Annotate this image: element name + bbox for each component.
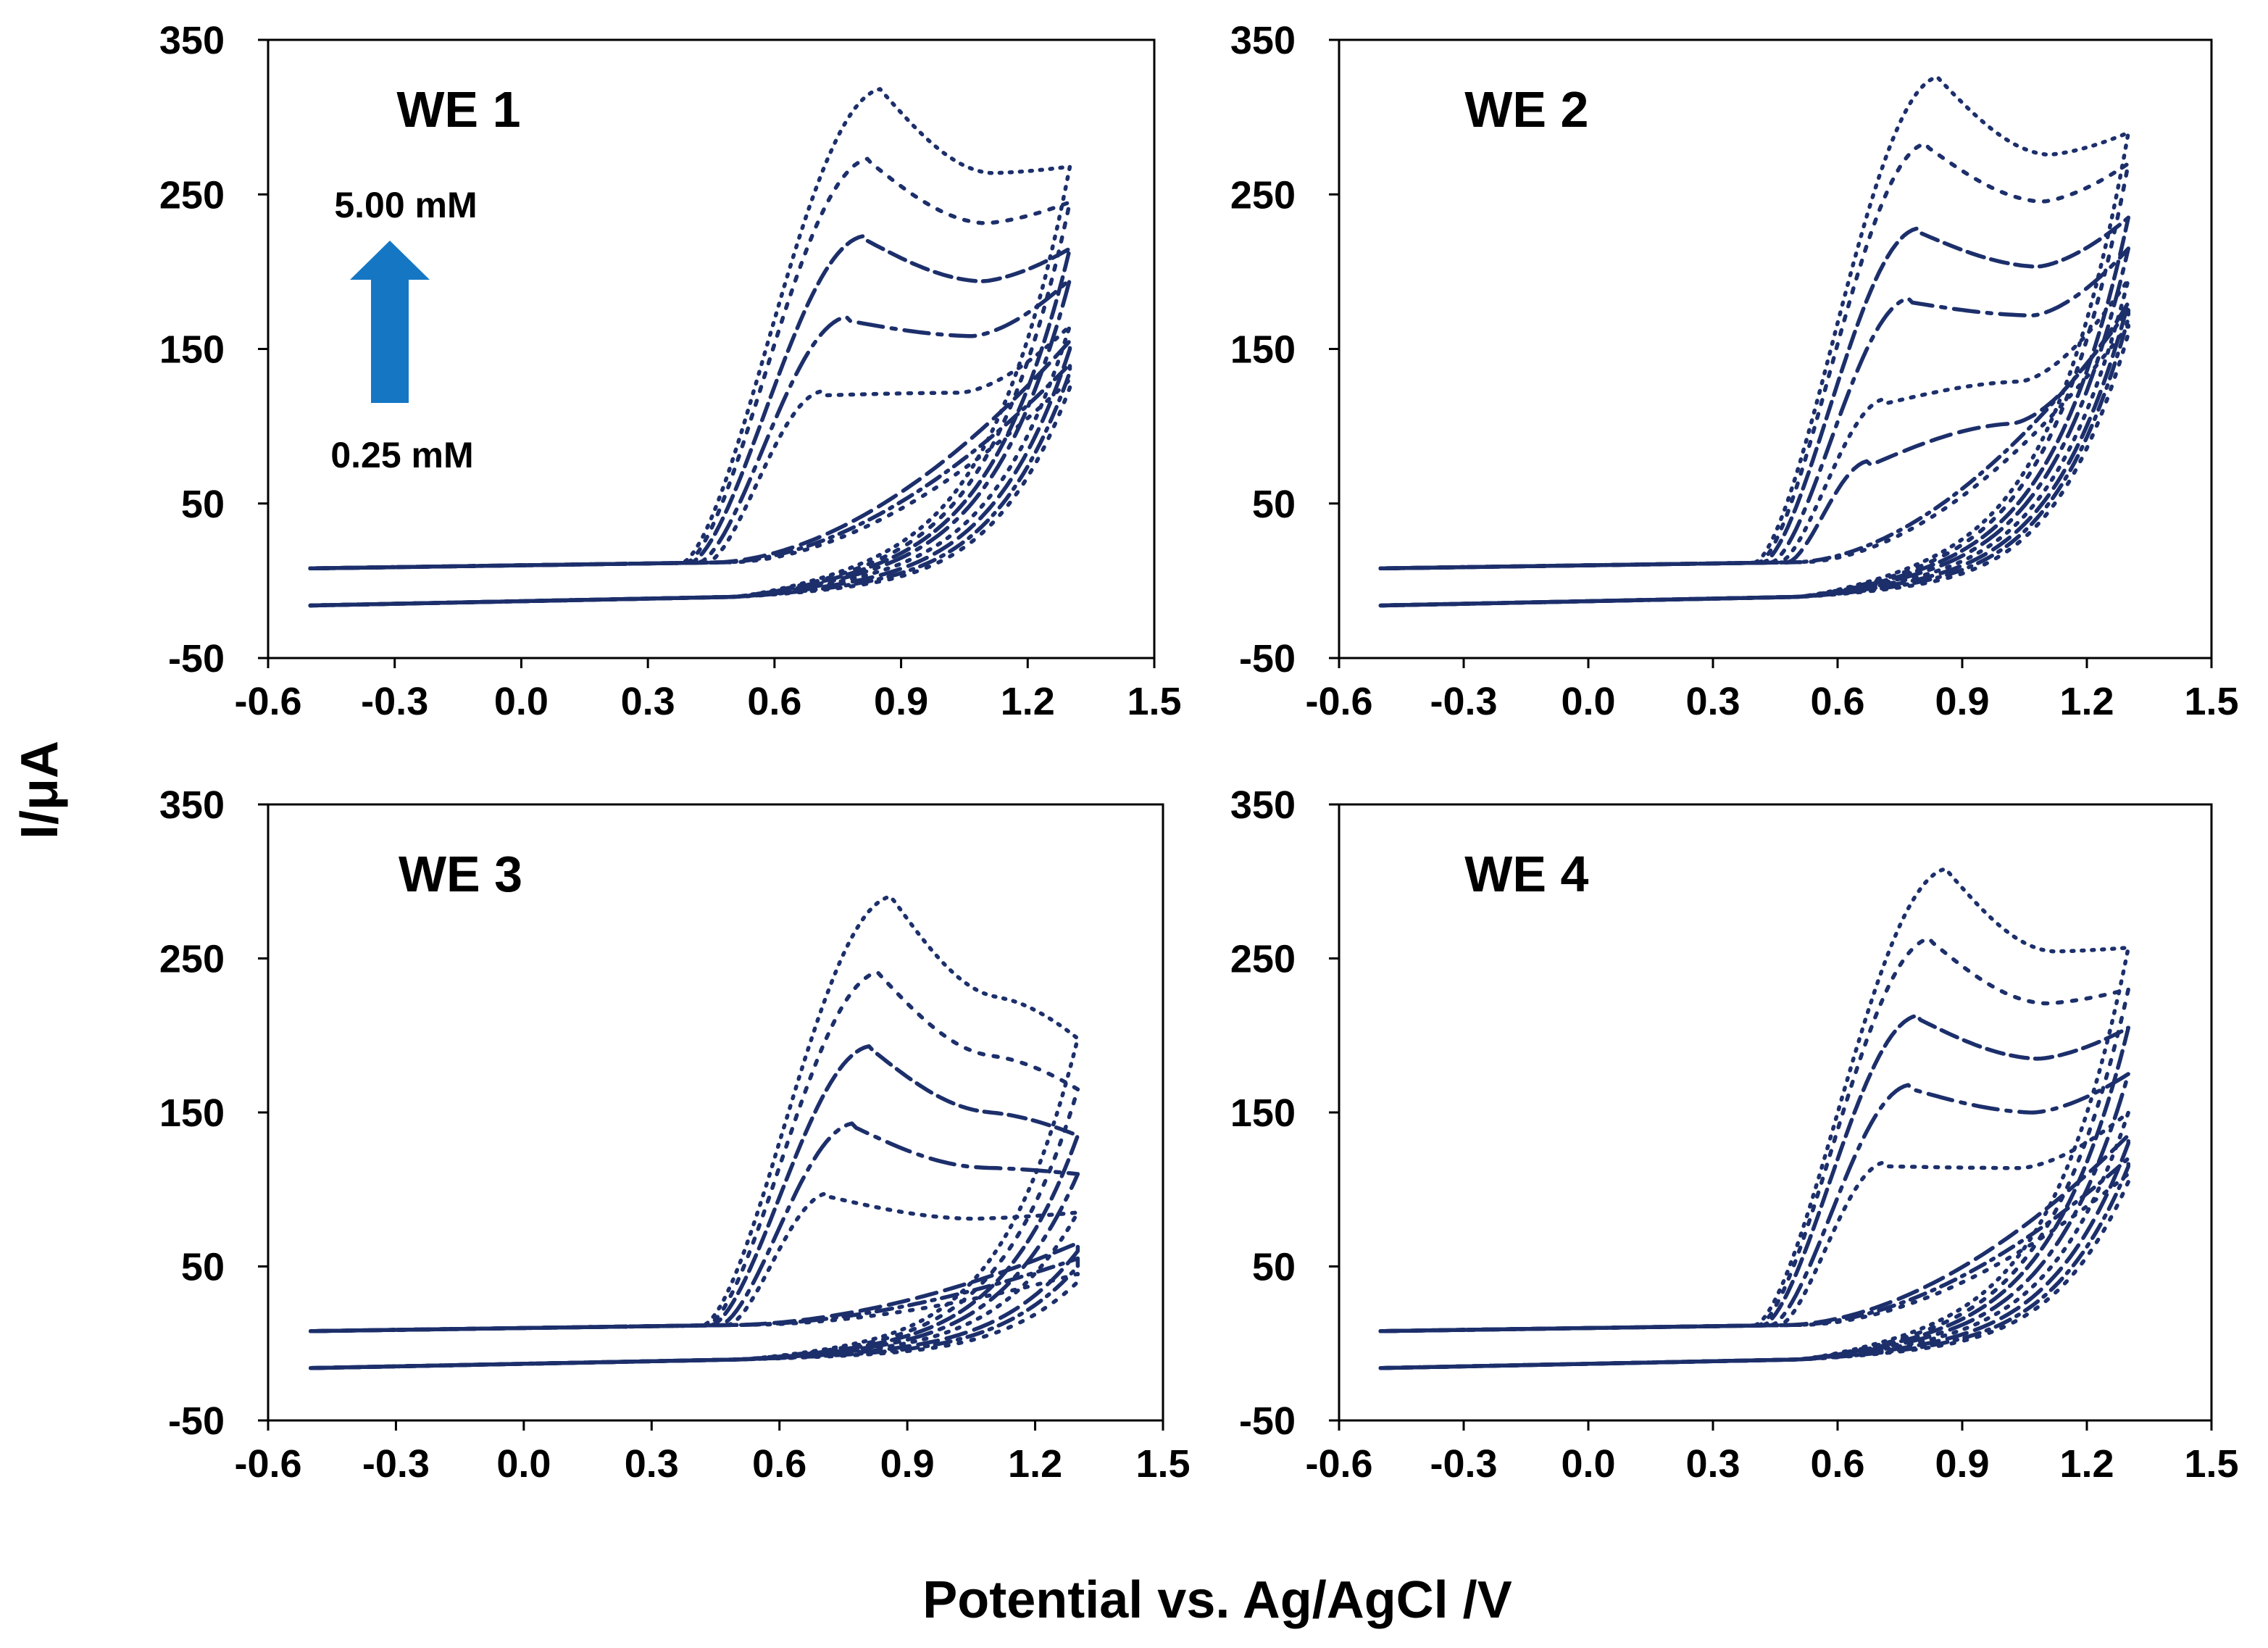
x-tick-label: 1.2 [2059, 1442, 2114, 1486]
cv-curve-4-50-mM [309, 970, 1080, 1370]
x-tick-label: 1.2 [1001, 680, 1055, 723]
annotation-low-conc: 0.25 mM [330, 435, 473, 475]
cv-curve-0-50-mM [309, 1256, 1080, 1370]
cv-curve-5-00-mM [309, 894, 1080, 1370]
y-tick-label: 50 [181, 483, 225, 526]
x-tick-label: 0.6 [1810, 680, 1864, 723]
x-tick-label: 0.6 [747, 680, 801, 723]
annotation-high-conc: 5.00 mM [334, 185, 477, 225]
panel-1: -0.6 -0.3 0.0 0.3 0.6 0.9 1.2 1.5 350 250 150 50 -50… [159, 19, 1182, 723]
x-tick-label: -0.3 [1430, 1442, 1497, 1486]
panel-title: WE 3 [399, 846, 522, 902]
y-tick-label: 350 [1230, 19, 1296, 62]
y-tick-label: -50 [168, 637, 225, 681]
panels: -0.6 -0.3 0.0 0.3 0.6 0.9 1.2 1.5 350 250 150 50 -50… [159, 19, 2239, 1486]
x-tick-label: 0.9 [874, 680, 928, 723]
panel-3: -0.6 -0.3 0.0 0.3 0.6 0.9 1.2 1.5 350 250 150 50 -50… [159, 783, 1191, 1486]
y-tick-label: -50 [1239, 1399, 1296, 1443]
y-tick-label: 350 [159, 783, 225, 827]
y-tick-label: 50 [1252, 1246, 1296, 1289]
cv-curve-1-00-mM [1378, 1133, 2131, 1370]
x-tick-label: 0.3 [1685, 1442, 1740, 1486]
x-tick-label: 0.6 [1810, 1442, 1864, 1486]
x-tick-label: 0.0 [1561, 680, 1615, 723]
y-tick-label: 250 [159, 938, 225, 981]
x-tick-label: 0.3 [621, 680, 675, 723]
x-tick-label: 1.2 [2059, 680, 2114, 723]
y-tick-label: 50 [1252, 483, 1296, 526]
x-tick-label: 1.5 [2184, 680, 2238, 723]
y-tick-label: 350 [159, 19, 225, 62]
y-tick-label: 50 [181, 1246, 225, 1289]
cv-curve-5-00-mM [1378, 867, 2131, 1370]
panel-2: -0.6 -0.3 0.0 0.3 0.6 0.9 1.2 1.5 350 250 150 50 -50… [1230, 19, 2239, 723]
x-tick-label: 0.9 [1935, 680, 1989, 723]
y-tick-label: -50 [1239, 637, 1296, 681]
cv-curve-4-00-mM [308, 234, 1072, 608]
cv-curve-1-00-mM [1378, 300, 2131, 608]
cv-curve-5-00-mM [308, 87, 1072, 608]
panel-title: WE 1 [396, 81, 520, 138]
x-tick-label: 0.0 [496, 1442, 551, 1486]
cv-curve-4-50-mM [308, 157, 1072, 608]
cv-curve-3-00-mM [1378, 246, 2131, 608]
y-tick-label: 150 [159, 1091, 225, 1135]
y-tick-label: 350 [1230, 783, 1296, 827]
y-tick-label: 150 [1230, 1091, 1296, 1135]
cv-curve-1-00-mM [309, 1241, 1080, 1370]
panel-title: WE 4 [1464, 846, 1588, 902]
x-tick-label: 0.0 [1561, 1442, 1615, 1486]
up-arrow-icon [350, 241, 430, 403]
x-tick-label: 1.5 [2184, 1442, 2238, 1486]
x-tick-label: 1.2 [1008, 1442, 1062, 1486]
cv-curve-4-50-mM [1378, 936, 2131, 1370]
x-tick-label: -0.6 [1305, 1442, 1372, 1486]
y-tick-label: -50 [168, 1399, 225, 1443]
y-tick-label: 150 [1230, 328, 1296, 372]
x-axis-label: Potential vs. Ag/AgCl /V [922, 1571, 1512, 1629]
y-tick-label: 250 [1230, 938, 1296, 981]
x-tick-label: 0.6 [752, 1442, 806, 1486]
x-tick-label: 0.9 [880, 1442, 935, 1486]
x-tick-label: 0.3 [625, 1442, 679, 1486]
panel-title: WE 2 [1464, 81, 1588, 138]
cv-curve-0-50-mM [1378, 1156, 2131, 1370]
cv-curve-4-00-mM [1378, 215, 2131, 608]
x-tick-label: -0.6 [234, 1442, 301, 1486]
x-tick-label: -0.3 [361, 680, 428, 723]
panel-4: -0.6 -0.3 0.0 0.3 0.6 0.9 1.2 1.5 350 250 150 50 -50… [1230, 783, 2239, 1486]
x-tick-label: 1.5 [1127, 680, 1181, 723]
cv-curve-0-25-mM [309, 1271, 1080, 1370]
x-tick-label: -0.6 [234, 680, 301, 723]
cv-curve-0-50-mM [308, 362, 1072, 608]
y-tick-label: 150 [159, 328, 225, 372]
x-tick-label: 1.5 [1135, 1442, 1190, 1486]
y-tick-label: 250 [159, 173, 225, 217]
y-axis-label: I/μA [11, 741, 69, 839]
x-tick-label: 0.0 [494, 680, 549, 723]
x-tick-label: -0.6 [1305, 680, 1372, 723]
x-tick-label: -0.3 [1430, 680, 1497, 723]
x-tick-label: 0.3 [1685, 680, 1740, 723]
y-tick-label: 250 [1230, 173, 1296, 217]
x-tick-label: 0.9 [1935, 1442, 1989, 1486]
x-tick-label: -0.3 [362, 1442, 430, 1486]
